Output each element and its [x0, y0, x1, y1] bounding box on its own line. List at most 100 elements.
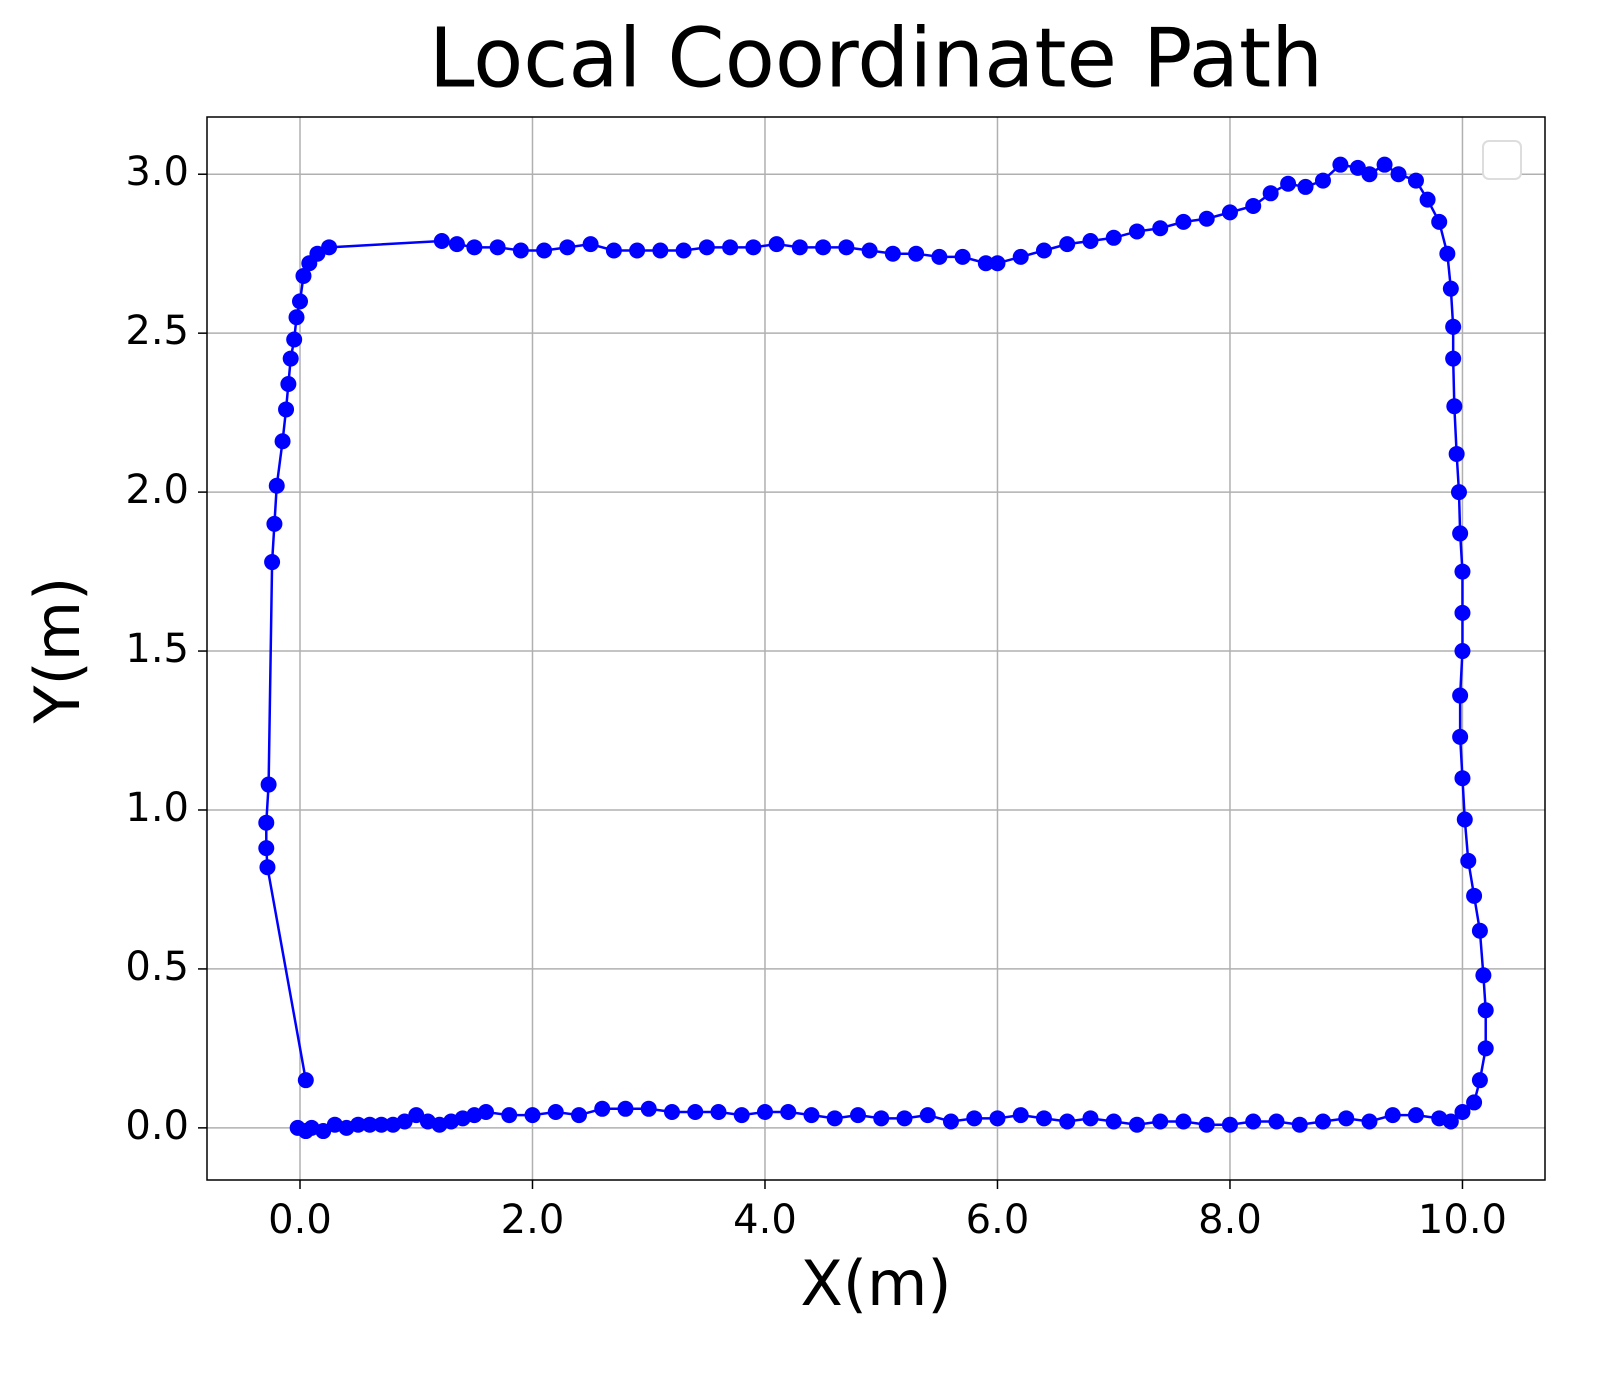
data-point	[1291, 1116, 1308, 1133]
data-point	[1471, 922, 1488, 939]
data-point	[512, 242, 529, 259]
data-point	[274, 433, 291, 450]
data-point	[1175, 1113, 1192, 1130]
data-point	[1035, 1110, 1052, 1127]
data-point	[1466, 1094, 1483, 1111]
data-point	[1338, 1110, 1355, 1127]
data-point	[1128, 1116, 1145, 1133]
data-point	[1452, 728, 1469, 745]
data-point	[259, 859, 276, 876]
data-point	[280, 376, 297, 393]
data-point	[1152, 220, 1169, 237]
data-point	[1445, 350, 1462, 367]
data-point	[297, 1072, 314, 1089]
data-point	[260, 776, 277, 793]
x-tick-label: 0.0	[268, 1197, 332, 1243]
data-point	[687, 1103, 704, 1120]
data-point	[966, 1110, 983, 1127]
y-tick-label: 0.0	[125, 1103, 189, 1149]
data-point	[1297, 178, 1314, 195]
data-point	[1442, 280, 1459, 297]
data-point	[1059, 236, 1076, 253]
data-point	[1407, 1107, 1424, 1124]
y-tick-label: 1.0	[125, 785, 189, 831]
data-point	[466, 239, 483, 256]
data-point	[268, 477, 285, 494]
data-point	[1452, 525, 1469, 542]
data-point	[884, 245, 901, 262]
data-point	[282, 350, 299, 367]
plot-frame	[206, 116, 1546, 1181]
data-point	[1431, 213, 1448, 230]
data-point	[605, 242, 622, 259]
data-point	[1012, 1107, 1029, 1124]
y-tick-label: 0.5	[125, 944, 189, 990]
data-point	[286, 331, 303, 348]
data-point	[733, 1107, 750, 1124]
data-point	[594, 1100, 611, 1117]
data-point	[1175, 213, 1192, 230]
data-point	[448, 236, 465, 253]
data-point	[373, 1116, 390, 1133]
y-tick-label: 1.5	[125, 626, 189, 672]
data-point	[1446, 398, 1463, 415]
data-point	[942, 1113, 959, 1130]
data-point	[1376, 156, 1393, 173]
data-point	[1268, 1113, 1285, 1130]
data-point	[1059, 1113, 1076, 1130]
data-point	[301, 255, 318, 272]
data-point	[582, 236, 599, 253]
x-tick-label: 10.0	[1418, 1197, 1507, 1243]
data-point	[1475, 967, 1492, 984]
data-point	[266, 515, 283, 532]
data-point	[264, 554, 281, 571]
y-tick-label: 2.0	[125, 467, 189, 513]
data-point	[896, 1110, 913, 1127]
data-point	[1262, 185, 1279, 202]
data-point	[791, 239, 808, 256]
data-point	[1082, 232, 1099, 249]
data-point	[617, 1100, 634, 1117]
x-tick-label: 8.0	[1198, 1197, 1262, 1243]
data-point	[1245, 1113, 1262, 1130]
data-point	[295, 267, 312, 284]
data-point	[559, 239, 576, 256]
data-point	[1198, 1116, 1215, 1133]
data-point	[1035, 242, 1052, 259]
data-point	[1314, 1113, 1331, 1130]
data-point	[1082, 1110, 1099, 1127]
data-point	[1454, 563, 1471, 580]
x-tick-label: 2.0	[501, 1197, 565, 1243]
data-point	[1460, 852, 1477, 869]
data-point	[1471, 1072, 1488, 1089]
data-point	[1332, 156, 1349, 173]
data-point	[1452, 687, 1469, 704]
data-point	[1361, 1113, 1378, 1130]
data-point	[954, 248, 971, 265]
data-point	[1477, 1002, 1494, 1019]
data-point	[1448, 445, 1465, 462]
data-point	[722, 239, 739, 256]
data-point	[1128, 223, 1145, 240]
data-point	[477, 1103, 494, 1120]
data-point	[1445, 318, 1462, 335]
x-axis-label: X(m)	[800, 1247, 951, 1320]
data-point	[768, 236, 785, 253]
x-tick-label: 4.0	[733, 1197, 797, 1243]
data-point	[710, 1103, 727, 1120]
data-point	[1477, 1040, 1494, 1057]
data-point	[350, 1116, 367, 1133]
data-point	[570, 1107, 587, 1124]
data-point	[258, 840, 275, 857]
data-point	[803, 1107, 820, 1124]
data-point	[919, 1107, 936, 1124]
data-point	[1221, 1116, 1238, 1133]
data-point	[489, 239, 506, 256]
data-point	[1221, 204, 1238, 221]
y-tick-label: 3.0	[125, 149, 189, 195]
data-point	[640, 1100, 657, 1117]
data-point	[1407, 172, 1424, 189]
data-point	[629, 242, 646, 259]
data-point	[1152, 1113, 1169, 1130]
